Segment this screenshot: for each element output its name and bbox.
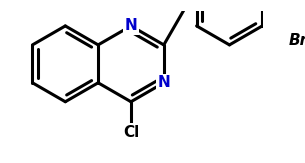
- Text: Cl: Cl: [123, 125, 139, 140]
- Text: N: N: [157, 75, 170, 90]
- Text: Br: Br: [289, 33, 305, 48]
- Text: N: N: [124, 18, 137, 33]
